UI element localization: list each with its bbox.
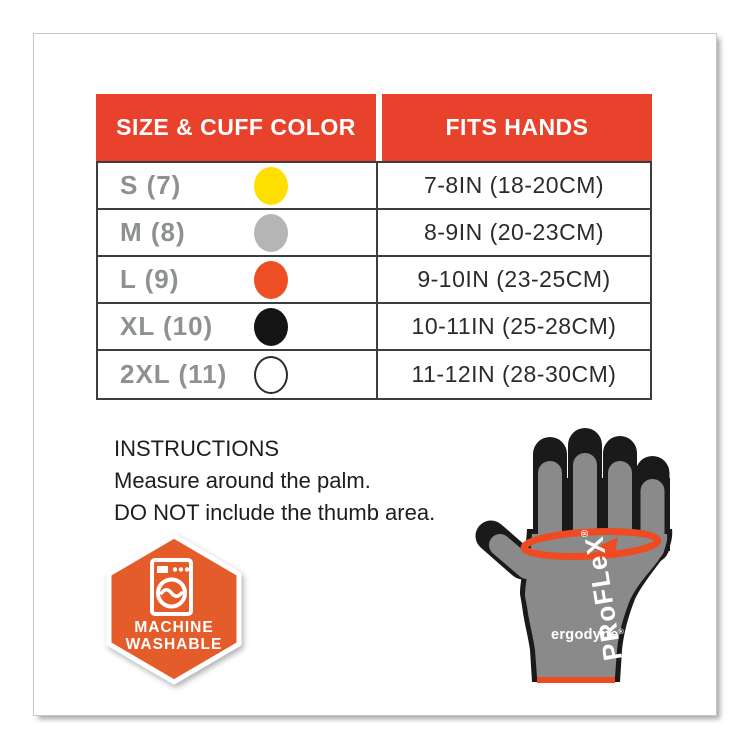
cuff-color-swatch-black xyxy=(254,307,288,346)
size-cell: XL (10) xyxy=(98,304,378,349)
washing-machine-icon xyxy=(150,558,193,616)
table-row: M (8) 8-9IN (20-23CM) xyxy=(98,210,650,257)
glove-gray-layer xyxy=(489,453,668,677)
fits-cell: 11-12IN (28-30CM) xyxy=(411,361,617,387)
header-size-cuff-color: SIZE & CUFF COLOR xyxy=(96,94,376,161)
cuff-color-swatch-white xyxy=(254,355,288,394)
cuff-color-swatch-gray xyxy=(254,213,288,252)
fits-cell: 8-9IN (20-23CM) xyxy=(423,219,605,245)
table-row: L (9) 9-10IN (23-25CM) xyxy=(98,257,650,304)
size-table: SIZE & CUFF COLOR FITS HANDS S (7) 7-8IN… xyxy=(96,94,652,400)
chart-card: SIZE & CUFF COLOR FITS HANDS S (7) 7-8IN… xyxy=(33,33,717,716)
table-body: S (7) 7-8IN (18-20CM) M (8) 8-9IN (20-23… xyxy=(96,161,652,400)
size-cell: L (9) xyxy=(98,257,378,302)
glove-brand-cuff: ergodyne® xyxy=(551,627,625,643)
cuff-color-swatch-yellow xyxy=(254,166,288,205)
badge-hexagon xyxy=(106,533,242,685)
fits-cell: 10-11IN (25-28CM) xyxy=(411,313,617,339)
size-label: M (8) xyxy=(120,217,186,247)
header-fits-hands: FITS HANDS xyxy=(382,94,652,161)
size-cell: S (7) xyxy=(98,163,378,208)
size-label: XL (10) xyxy=(120,311,214,341)
measure-ellipse-arrow xyxy=(520,528,662,560)
badge-text-line-1: MACHINE xyxy=(134,619,213,636)
badge-text-line-2: WASHABLE xyxy=(126,636,223,653)
glove-illustration: PRoFLeX® ergodyne® xyxy=(475,428,673,683)
table-row: S (7) 7-8IN (18-20CM) xyxy=(98,163,650,210)
instructions-line-1: Measure around the palm. xyxy=(114,468,371,493)
cuff-color-swatch-orange xyxy=(254,260,288,299)
table-row: 2XL (11) 11-12IN (28-30CM) xyxy=(98,351,650,398)
instructions-line-2: DO NOT include the thumb area. xyxy=(114,500,436,525)
size-label: 2XL (11) xyxy=(120,359,228,389)
fits-cell: 9-10IN (23-25CM) xyxy=(417,266,611,292)
machine-washable-badge: MACHINE WASHABLE xyxy=(106,533,242,685)
instructions-title: INSTRUCTIONS xyxy=(114,436,279,461)
size-label: S (7) xyxy=(120,170,182,200)
size-label: L (9) xyxy=(120,264,180,294)
fits-cell: 7-8IN (18-20CM) xyxy=(423,172,605,198)
table-row: XL (10) 10-11IN (25-28CM) xyxy=(98,304,650,351)
instructions-block: INSTRUCTIONS Measure around the palm. DO… xyxy=(114,433,435,529)
table-header-row: SIZE & CUFF COLOR FITS HANDS xyxy=(96,94,652,161)
cuff-band xyxy=(537,677,615,683)
size-cell: M (8) xyxy=(98,210,378,255)
size-cell: 2XL (11) xyxy=(98,351,378,398)
